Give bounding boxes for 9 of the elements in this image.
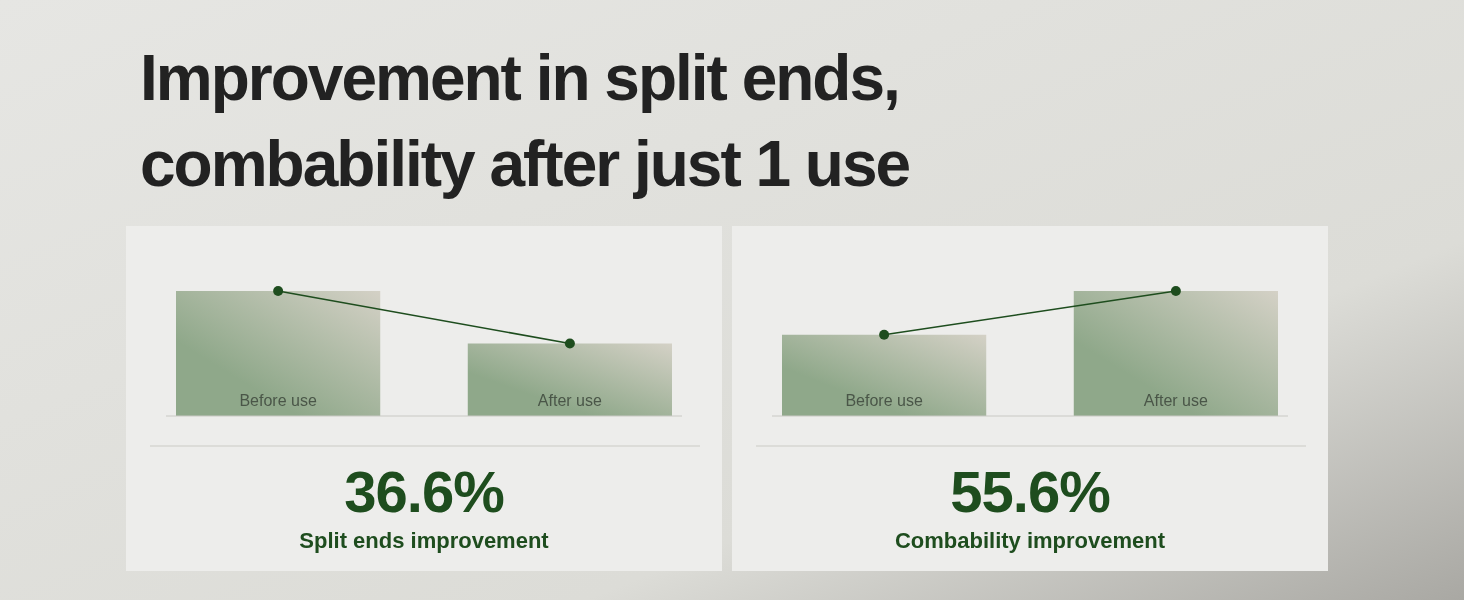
text: Split ends improvement: [299, 528, 550, 553]
chart-title: Improvement in split ends, combability after just 1 use: [140, 42, 910, 200]
x-tick-label: Before use: [239, 392, 317, 409]
text: Combability improvement: [894, 528, 1166, 553]
x-tick-label: After use: [1143, 392, 1208, 409]
text: 36.6%: [344, 459, 505, 524]
x-tick-label: Before use: [845, 392, 923, 409]
text: 55.6%: [950, 459, 1111, 524]
x-tick-label: After use: [537, 392, 602, 409]
